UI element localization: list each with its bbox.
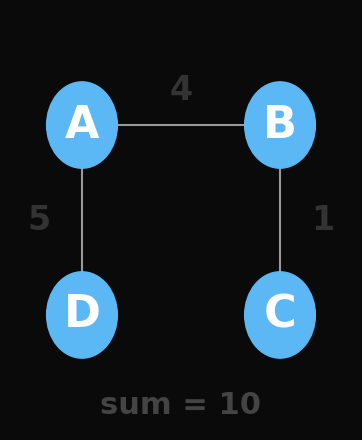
Text: 5: 5: [28, 203, 51, 237]
Text: B: B: [263, 103, 297, 147]
Text: D: D: [63, 293, 101, 337]
Text: 4: 4: [169, 74, 193, 107]
Text: sum = 10: sum = 10: [101, 391, 261, 420]
Circle shape: [245, 272, 315, 358]
Circle shape: [245, 82, 315, 168]
Text: C: C: [264, 293, 296, 337]
Circle shape: [47, 272, 117, 358]
Text: A: A: [65, 103, 99, 147]
Text: 1: 1: [311, 203, 334, 237]
Circle shape: [47, 82, 117, 168]
